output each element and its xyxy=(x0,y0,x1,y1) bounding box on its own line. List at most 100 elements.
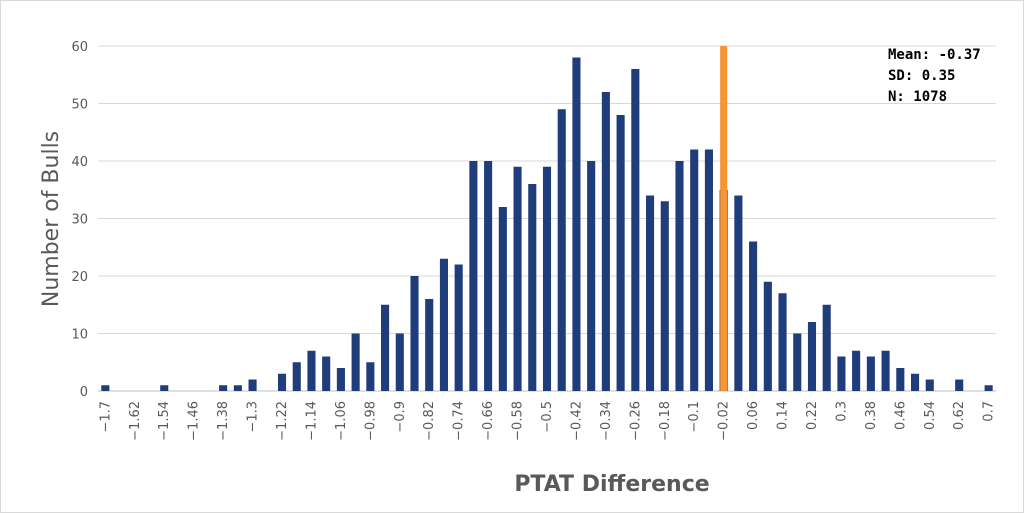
bar xyxy=(572,57,581,391)
x-tick-label: −0.1 xyxy=(687,401,702,433)
bar xyxy=(366,362,375,391)
y-tick-label: 10 xyxy=(71,328,88,343)
y-tick-label: 0 xyxy=(80,385,88,400)
bar xyxy=(675,161,684,391)
n-annotation: N: 1078 xyxy=(888,89,947,105)
y-tick-label: 30 xyxy=(71,213,88,228)
x-tick-label: −0.5 xyxy=(540,401,555,433)
x-tick-label: 0.7 xyxy=(982,401,997,422)
bar xyxy=(439,258,448,391)
bar xyxy=(925,379,934,391)
x-tick-label: −0.58 xyxy=(511,401,526,441)
bar xyxy=(219,385,228,391)
bar xyxy=(469,161,478,391)
bar xyxy=(336,368,345,391)
x-tick-label: 0.06 xyxy=(746,401,761,430)
bar xyxy=(866,356,875,391)
x-tick-label: 0.14 xyxy=(776,401,791,430)
x-tick-label: −0.42 xyxy=(569,401,584,441)
bar xyxy=(837,356,846,391)
x-tick-label: −0.34 xyxy=(599,401,614,441)
bar xyxy=(513,166,522,391)
y-axis-label: Number of Bulls xyxy=(39,131,64,307)
bar xyxy=(631,69,640,391)
bar xyxy=(101,385,110,391)
bar xyxy=(557,109,566,391)
bar xyxy=(292,362,301,391)
x-tick-label: −0.82 xyxy=(422,401,437,441)
x-tick-label: −0.26 xyxy=(628,401,643,441)
mean-annotation: Mean: -0.37 xyxy=(888,47,981,63)
bar xyxy=(542,166,552,391)
stats-annotation: Mean: -0.37 SD: 0.35 N: 1078 xyxy=(888,47,981,105)
y-tick-label: 60 xyxy=(71,40,88,55)
bar xyxy=(425,299,434,391)
bar xyxy=(233,385,242,391)
x-tick-label: 0.22 xyxy=(805,401,820,430)
x-tick-label: −0.98 xyxy=(363,401,378,441)
bar xyxy=(778,293,787,391)
bar xyxy=(881,350,890,391)
bar xyxy=(381,304,390,391)
x-tick-label: 0.46 xyxy=(893,401,908,430)
bar xyxy=(277,373,287,391)
x-tick-label: −0.66 xyxy=(481,401,496,441)
x-tick-label: −1.06 xyxy=(334,401,349,441)
bar xyxy=(793,333,802,391)
bar xyxy=(498,207,507,391)
sd-annotation: SD: 0.35 xyxy=(888,68,955,84)
bar xyxy=(807,322,817,391)
bar xyxy=(601,92,610,391)
x-tick-label: 0.3 xyxy=(834,401,849,422)
bar xyxy=(734,195,743,391)
bar xyxy=(660,201,669,391)
y-tick-label: 40 xyxy=(71,155,88,170)
x-tick-label: −1.62 xyxy=(128,401,143,441)
x-tick-label: −1.54 xyxy=(157,401,172,441)
y-tick-label: 50 xyxy=(71,98,88,113)
bar xyxy=(822,304,831,391)
bar xyxy=(322,356,331,391)
y-tick-labels: 0 10 20 30 40 50 60 xyxy=(71,40,88,400)
x-tick-label: −0.18 xyxy=(658,401,673,441)
x-tick-labels: −1.7 −1.62 −1.54 −1.46 −1.38 −1.3 −1.22 −1.14 −1… xyxy=(98,401,996,441)
bar xyxy=(587,161,596,391)
x-tick-label: −0.02 xyxy=(717,401,732,441)
bar xyxy=(749,241,758,391)
bar xyxy=(955,379,964,391)
bar xyxy=(763,281,772,391)
x-tick-label: −1.3 xyxy=(246,401,261,433)
bar xyxy=(351,333,360,391)
bar xyxy=(307,350,316,391)
bar xyxy=(484,161,493,391)
gridlines xyxy=(98,45,996,392)
x-tick-label: −0.9 xyxy=(393,401,408,433)
x-tick-label: −1.38 xyxy=(216,401,231,441)
bars xyxy=(101,57,993,391)
x-tick-label: 0.38 xyxy=(864,401,879,430)
bar xyxy=(616,115,625,391)
bar xyxy=(248,379,257,391)
y-tick-label: 20 xyxy=(71,270,88,285)
bar xyxy=(395,333,404,391)
x-tick-label: 0.54 xyxy=(923,401,938,430)
bar xyxy=(410,276,419,391)
bar xyxy=(528,184,537,391)
bar xyxy=(160,385,169,391)
x-tick-label: −1.7 xyxy=(98,401,113,433)
mean-marker xyxy=(720,46,728,391)
mean-marker-line xyxy=(720,46,728,391)
bar xyxy=(454,264,463,391)
bar xyxy=(852,350,861,391)
x-tick-label: −1.46 xyxy=(187,401,202,441)
bar xyxy=(896,368,905,391)
x-tick-label: −0.74 xyxy=(452,401,467,441)
x-axis-label: PTAT Difference xyxy=(514,472,709,497)
bar xyxy=(910,373,920,391)
bar xyxy=(690,149,699,391)
x-tick-label: 0.62 xyxy=(952,401,967,430)
x-tick-label: −1.22 xyxy=(275,401,290,441)
bar xyxy=(704,149,713,391)
